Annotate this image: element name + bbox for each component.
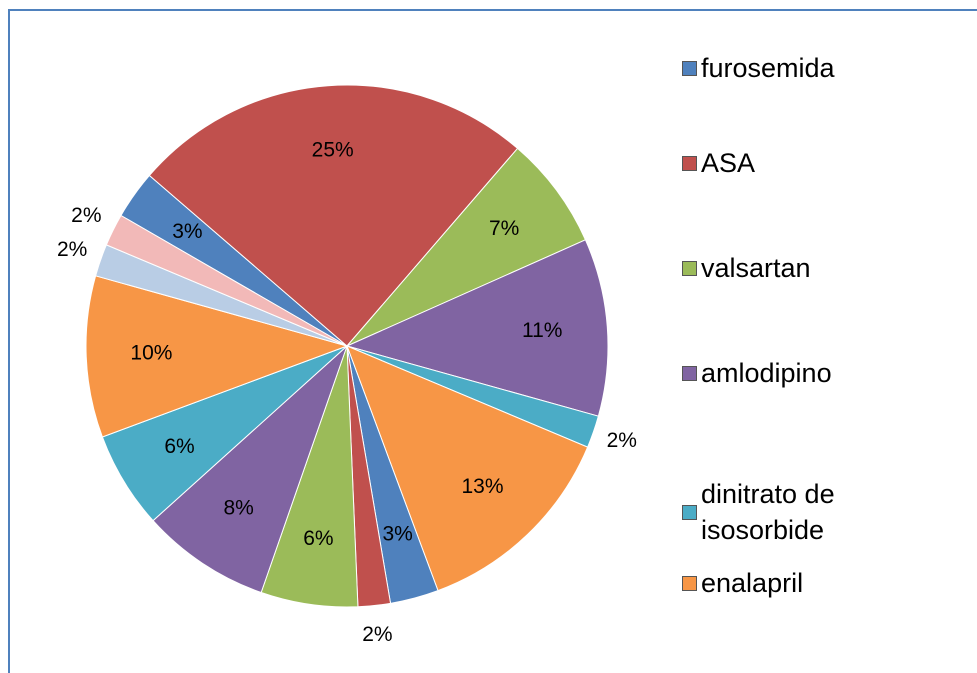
pie-slice	[346, 345, 589, 592]
data-label: 10%	[130, 342, 172, 365]
pie-slice	[105, 214, 348, 347]
data-label: 3%	[382, 523, 412, 546]
legend-item: dinitrato de isosorbide	[682, 476, 912, 548]
data-label: 25%	[312, 138, 354, 161]
legend-label: valsartan	[701, 253, 811, 283]
pie-slice	[85, 275, 349, 438]
data-label: 8%	[223, 497, 253, 520]
legend-item: furosemida	[682, 50, 912, 86]
legend-swatch	[682, 60, 697, 76]
legend-item: enalapril	[682, 565, 912, 601]
data-label: 7%	[489, 217, 519, 240]
data-label: 2%	[57, 238, 87, 261]
pie-slice	[148, 84, 519, 347]
legend-swatch	[682, 155, 697, 171]
legend-item: valsartan	[682, 250, 912, 286]
legend-swatch	[682, 365, 697, 381]
pie-slice	[346, 147, 587, 347]
legend-label: ASA	[701, 148, 756, 178]
data-label: 2%	[362, 623, 392, 646]
data-label: 2%	[71, 204, 101, 227]
data-label: 6%	[303, 527, 333, 550]
pie-slice	[345, 239, 609, 417]
pie-slice	[152, 345, 348, 594]
legend-label: amlodipino	[701, 358, 832, 388]
data-label: 11%	[522, 319, 562, 342]
data-label: 2%	[607, 429, 637, 452]
legend-swatch	[682, 504, 697, 520]
legend-swatch	[682, 575, 697, 591]
legend-item: ASA	[682, 145, 912, 181]
data-label: 13%	[461, 475, 503, 498]
data-label: 3%	[172, 220, 202, 243]
legend-swatch	[682, 260, 697, 276]
frame	[8, 9, 977, 673]
data-label: 6%	[164, 435, 194, 458]
legend-label: enalapril	[701, 568, 804, 598]
legend-label: furosemida	[701, 53, 835, 83]
legend-label: dinitrato de isosorbide	[701, 479, 835, 545]
legend-item: amlodipino	[682, 355, 912, 391]
